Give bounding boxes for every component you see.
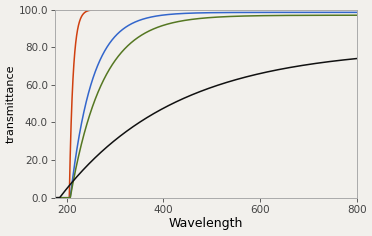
X-axis label: Wavelength: Wavelength [169, 217, 243, 230]
Y-axis label: transmittance: transmittance [6, 64, 16, 143]
